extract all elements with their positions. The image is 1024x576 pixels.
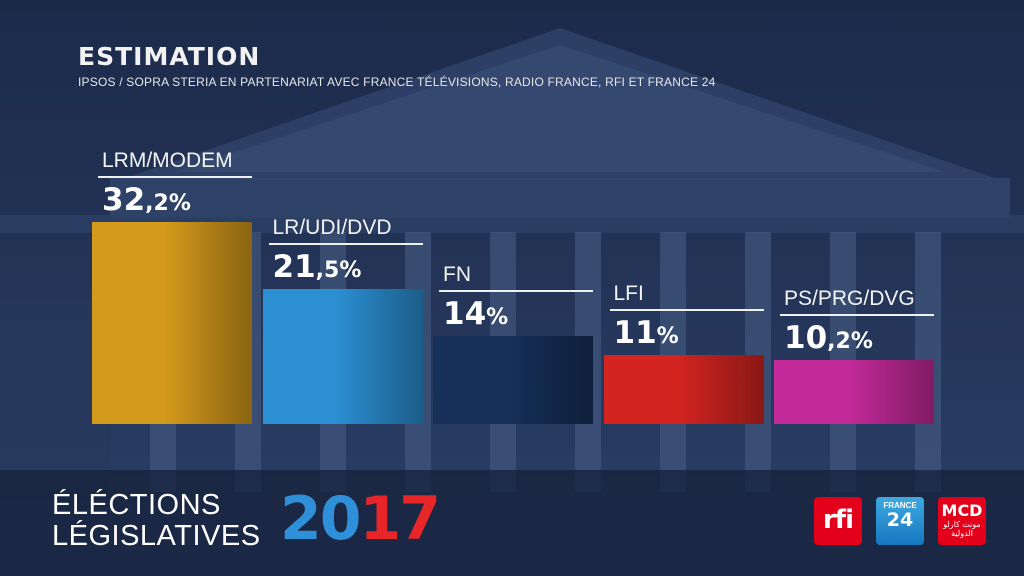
election-year: 2017 xyxy=(280,484,441,554)
party-label-1: LRM/MODEM xyxy=(102,149,233,172)
bar-2 xyxy=(262,289,423,424)
value-label-1: 32,2% xyxy=(102,182,191,218)
chart-title: ESTIMATION xyxy=(78,42,261,71)
label-rule-1 xyxy=(98,176,252,178)
bar-4 xyxy=(603,354,764,424)
label-rule-3 xyxy=(439,290,593,293)
mcd-logo-top: MCD xyxy=(941,501,983,520)
mcd-logo: MCD مونت كارلو الدولية xyxy=(938,497,986,545)
bar-1 xyxy=(92,222,252,424)
label-rule-2 xyxy=(268,243,423,246)
party-label-3: FN xyxy=(443,263,471,287)
election-label: ÉLÉCTIONS LÉGISLATIVES xyxy=(52,490,261,552)
mcd-logo-bottom: مونت كارلو الدولية xyxy=(943,520,981,538)
label-rule-4 xyxy=(609,308,764,311)
france24-logo-top: FRANCE xyxy=(883,501,917,510)
bar-5 xyxy=(774,360,934,424)
rfi-logo: rfi xyxy=(814,497,862,545)
value-label-2: 21,5% xyxy=(272,249,362,286)
value-label-5: 10,2% xyxy=(784,320,873,356)
france24-logo-bottom: 24 xyxy=(886,509,914,531)
france24-logo: FRANCE 24 xyxy=(876,497,924,545)
value-label-4: 11% xyxy=(613,314,679,351)
year-part-1: 20 xyxy=(280,484,361,554)
label-rule-5 xyxy=(780,314,934,316)
election-line-1: ÉLÉCTIONS xyxy=(52,489,221,521)
year-part-2: 17 xyxy=(359,484,441,554)
party-label-5: PS/PRG/DVG xyxy=(784,287,915,310)
bar-3 xyxy=(433,336,593,424)
party-label-2: LR/UDI/DVD xyxy=(272,216,392,240)
election-line-2: LÉGISLATIVES xyxy=(52,520,261,552)
party-label-4: LFI xyxy=(613,281,644,305)
chart-subtitle: IPSOS / SOPRA STERIA EN PARTENARIAT AVEC… xyxy=(78,75,716,89)
value-label-3: 14% xyxy=(443,296,509,333)
